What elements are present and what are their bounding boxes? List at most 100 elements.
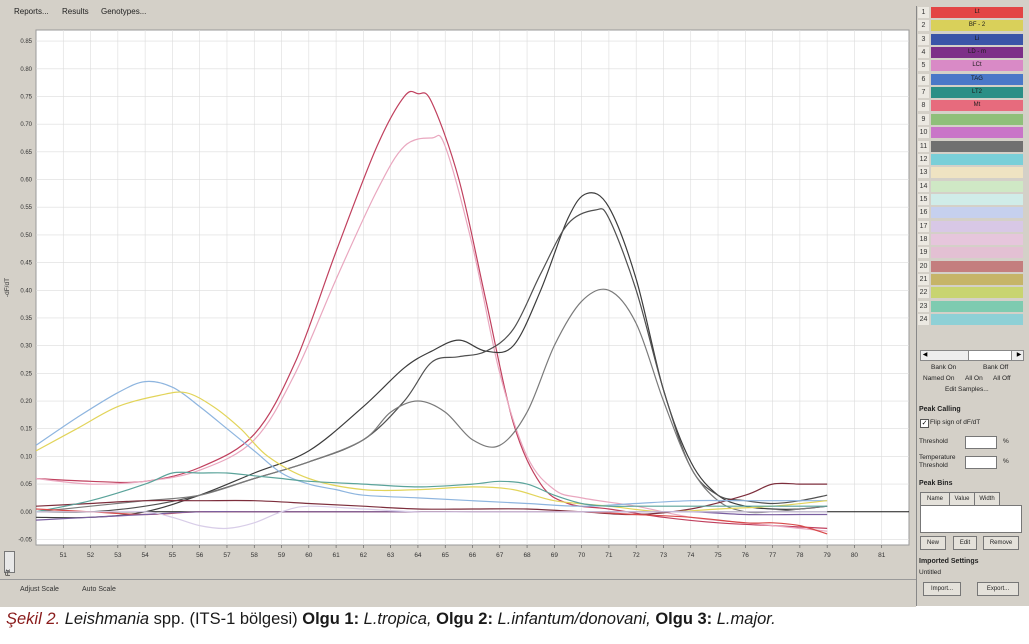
sample-color-swatch[interactable]: LCt xyxy=(931,60,1023,72)
sample-row[interactable]: 23 xyxy=(917,300,1025,313)
auto-scale-button[interactable]: Auto Scale xyxy=(82,586,116,593)
melt-curve-series[interactable] xyxy=(35,471,828,513)
sample-color-swatch[interactable] xyxy=(931,274,1023,285)
sample-color-swatch[interactable] xyxy=(931,207,1023,219)
y-tick-label: 0.40 xyxy=(20,288,32,294)
temperature-threshold-unit: % xyxy=(1003,458,1009,465)
sample-color-swatch[interactable]: BF - 2 xyxy=(931,20,1023,32)
sample-color-swatch[interactable]: Li xyxy=(931,33,1023,45)
sample-row[interactable]: 4 LD - m xyxy=(917,46,1025,59)
threshold-input[interactable] xyxy=(965,436,997,449)
sample-list-scrollbar[interactable]: ◀ ▶ xyxy=(920,350,1024,361)
edit-bin-button[interactable]: Edit xyxy=(953,536,977,550)
y-tick-label: 0.10 xyxy=(20,454,32,460)
sample-number: 23 xyxy=(918,300,929,312)
melt-curve-series[interactable] xyxy=(35,134,828,532)
sample-row[interactable]: 3 Li xyxy=(917,33,1025,46)
edit-samples-button[interactable]: Edit Samples... xyxy=(945,386,989,393)
melt-curve-series[interactable] xyxy=(35,482,828,516)
peak-bins-list[interactable] xyxy=(920,505,1022,533)
sample-row[interactable]: 20 xyxy=(917,260,1025,273)
sample-row[interactable]: 11 xyxy=(917,140,1025,153)
sample-color-swatch[interactable]: TAG xyxy=(931,73,1023,85)
peak-bins-col-value[interactable]: Value xyxy=(949,492,975,506)
sample-row[interactable]: 12 xyxy=(917,153,1025,166)
sample-row[interactable]: 15 xyxy=(917,193,1025,206)
y-tick-label: 0.30 xyxy=(20,344,32,350)
x-tick-label: 72 xyxy=(633,552,641,559)
sample-row[interactable]: 9 xyxy=(917,113,1025,126)
sample-color-swatch[interactable] xyxy=(931,180,1023,192)
import-button[interactable]: Import... xyxy=(923,582,961,596)
bank-off-button[interactable]: Bank Off xyxy=(983,364,1009,371)
x-tick-label: 61 xyxy=(332,552,340,559)
menu-genotypes[interactable]: Genotypes... xyxy=(101,7,147,16)
export-button[interactable]: Export... xyxy=(977,582,1019,596)
sample-color-swatch[interactable] xyxy=(931,247,1023,259)
temperature-threshold-input[interactable] xyxy=(965,456,997,469)
sample-color-swatch[interactable] xyxy=(931,233,1023,245)
menu-results[interactable]: Results xyxy=(62,7,89,16)
x-tick-label: 54 xyxy=(142,552,150,559)
sample-row[interactable]: 18 xyxy=(917,233,1025,246)
sample-color-swatch[interactable] xyxy=(931,167,1023,179)
bank-on-button[interactable]: Bank On xyxy=(931,364,957,371)
peak-calling-heading: Peak Calling xyxy=(919,406,961,413)
sample-row[interactable]: 10 xyxy=(917,126,1025,139)
x-tick-label: 69 xyxy=(551,552,559,559)
sample-row[interactable]: 24 xyxy=(917,313,1025,326)
sample-row[interactable]: 19 xyxy=(917,246,1025,259)
sample-color-swatch[interactable]: Lt xyxy=(931,7,1023,18)
sample-color-swatch[interactable] xyxy=(931,300,1023,312)
sample-row[interactable]: 17 xyxy=(917,220,1025,233)
sample-row[interactable]: 2 BF - 2 xyxy=(917,19,1025,32)
all-off-button[interactable]: All Off xyxy=(993,375,1011,382)
sample-number: 15 xyxy=(918,193,929,205)
flip-sign-label: Flip sign of dF/dT xyxy=(930,419,981,426)
scroll-left-icon[interactable]: ◀ xyxy=(922,352,928,358)
sample-color-swatch[interactable] xyxy=(931,127,1023,139)
menu-reports[interactable]: Reports... xyxy=(14,7,49,16)
sample-number: 18 xyxy=(918,233,929,245)
y-tick-label: 0.80 xyxy=(20,67,32,73)
named-on-button[interactable]: Named On xyxy=(923,375,955,382)
melt-curve-series[interactable] xyxy=(35,380,828,507)
sample-color-swatch[interactable] xyxy=(931,260,1023,272)
caption-case-1: Olgu 1: xyxy=(302,610,360,628)
sample-row[interactable]: 5 LCt xyxy=(917,59,1025,72)
sample-row[interactable]: 14 xyxy=(917,180,1025,193)
sample-color-swatch[interactable] xyxy=(931,153,1023,165)
sample-row[interactable]: 8 Mt xyxy=(917,99,1025,112)
flip-sign-checkbox[interactable]: ✓ xyxy=(920,419,929,428)
sample-row[interactable]: 6 TAG xyxy=(917,73,1025,86)
sample-number: 22 xyxy=(918,287,929,299)
peak-bins-col-width[interactable]: Width xyxy=(974,492,1000,506)
sample-color-swatch[interactable] xyxy=(931,314,1023,326)
scroll-right-icon[interactable]: ▶ xyxy=(1016,352,1022,358)
sample-row[interactable]: 21 xyxy=(917,273,1025,286)
sample-color-swatch[interactable]: Mt xyxy=(931,100,1023,112)
fit-side-button[interactable]: Fit xyxy=(4,551,15,576)
sample-row[interactable]: 7 LT2 xyxy=(917,86,1025,99)
sample-color-swatch[interactable] xyxy=(931,287,1023,299)
y-tick-label: 0.05 xyxy=(20,482,32,488)
all-on-button[interactable]: All On xyxy=(965,375,983,382)
adjust-scale-button[interactable]: Adjust Scale xyxy=(20,586,59,593)
sample-color-swatch[interactable]: LT2 xyxy=(931,87,1023,99)
new-bin-button[interactable]: New xyxy=(920,536,946,550)
remove-bin-button[interactable]: Remove xyxy=(983,536,1019,550)
y-tick-label: 0.55 xyxy=(20,205,32,211)
sample-color-swatch[interactable]: LD - m xyxy=(931,47,1023,59)
sample-row[interactable]: 13 xyxy=(917,166,1025,179)
sample-row[interactable]: 16 xyxy=(917,206,1025,219)
peak-bins-col-name[interactable]: Name xyxy=(920,492,950,506)
sample-color-swatch[interactable] xyxy=(931,220,1023,232)
sample-row[interactable]: 22 xyxy=(917,286,1025,299)
melt-curve-chart[interactable]: 51 52 53 54 55 56 57 58 59 60 61 62 63 64 65 66 67 68 69 70… xyxy=(0,24,916,579)
sample-color-swatch[interactable] xyxy=(931,113,1023,125)
sample-row[interactable]: 1 Lt xyxy=(917,6,1025,19)
melt-curve-series[interactable] xyxy=(36,505,828,530)
sample-color-swatch[interactable] xyxy=(931,193,1023,205)
scrollbar-thumb[interactable] xyxy=(968,351,1012,360)
sample-color-swatch[interactable] xyxy=(931,140,1023,152)
